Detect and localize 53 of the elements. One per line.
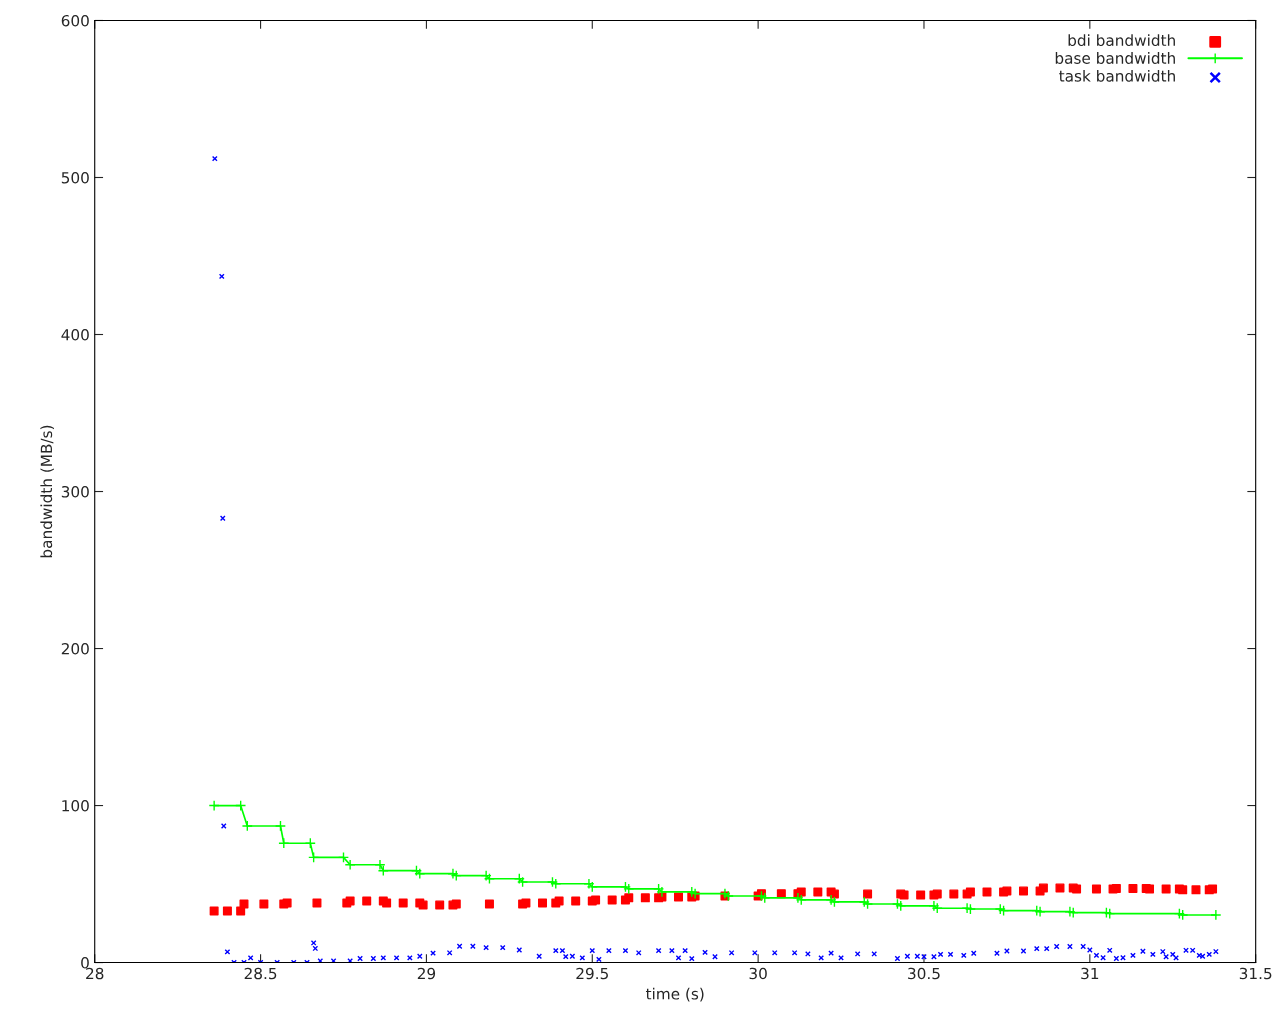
point [414, 868, 426, 880]
y-axis-title: bandwidth (MB/s) [40, 425, 54, 558]
point [337, 851, 350, 863]
x-tick-label: 29 [417, 967, 436, 980]
point [623, 883, 635, 895]
point [994, 903, 1006, 915]
point [480, 870, 492, 882]
point [410, 865, 423, 877]
point [1104, 908, 1116, 920]
x-tick-label: 29.5 [576, 967, 608, 980]
point [208, 799, 220, 812]
point [550, 878, 562, 890]
point [895, 900, 907, 912]
x-tick-label: 31.5 [1239, 967, 1272, 980]
point [619, 881, 632, 893]
point [235, 799, 247, 812]
x-tick-label: 28 [86, 967, 104, 980]
legend-label: base bandwidth [1055, 52, 1175, 64]
point [483, 873, 496, 885]
point [308, 851, 320, 863]
point [1100, 907, 1112, 919]
x-tick-label: 31 [1081, 967, 1099, 980]
y-tick-label: 200 [61, 643, 89, 655]
y-tick-label: 300 [61, 485, 89, 498]
x-tick-label: 30 [749, 967, 767, 980]
point [759, 892, 771, 904]
point [998, 905, 1010, 917]
point [241, 820, 253, 832]
point [274, 820, 287, 832]
legend-label: bdi bandwidth [1068, 34, 1175, 47]
point [858, 896, 870, 908]
y-tick-label: 100 [62, 800, 89, 812]
y-tick-label: 600 [61, 14, 89, 27]
point [344, 859, 356, 871]
y-tick-label: 0 [81, 957, 89, 969]
point [517, 876, 529, 888]
point [1210, 909, 1222, 921]
point [891, 898, 903, 910]
y-tick-label: 500 [61, 171, 89, 184]
point [304, 837, 316, 849]
point [377, 865, 389, 877]
x-tick-label: 30.5 [908, 967, 940, 980]
y-tick-label: 400 [61, 328, 89, 341]
x-axis-title: time (s) [645, 987, 704, 1002]
point [278, 837, 290, 849]
point [374, 859, 386, 871]
point [862, 898, 874, 910]
legend-label: task bandwidth [1059, 69, 1175, 82]
point [513, 873, 525, 885]
x-tick-label: 28.5 [244, 967, 277, 980]
point [1173, 908, 1185, 920]
point [546, 876, 559, 888]
point [1177, 909, 1189, 921]
